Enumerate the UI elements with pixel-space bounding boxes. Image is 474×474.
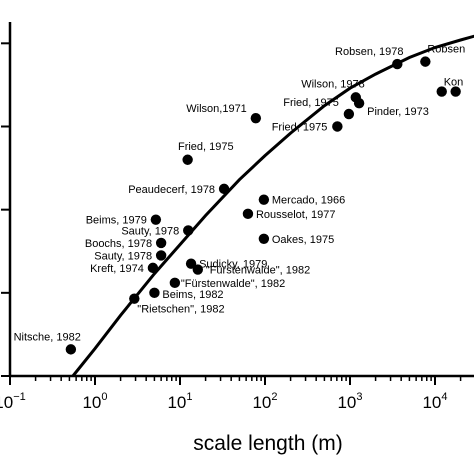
data-point-label: Rousselot, 1977 xyxy=(256,209,336,221)
fit-curve xyxy=(71,34,474,377)
data-point xyxy=(392,58,403,70)
data-point xyxy=(258,194,270,205)
data-point xyxy=(192,264,204,275)
data-point xyxy=(183,225,194,236)
x-tick-label: 10−1 xyxy=(0,391,26,412)
x-tick-label-base: 10 xyxy=(252,393,271,412)
data-point xyxy=(155,237,167,249)
data-point-label: Beims, 1979 xyxy=(86,215,147,227)
data-point xyxy=(150,214,162,225)
x-tick-label-exponent: 2 xyxy=(271,391,277,403)
x-tick-label: 102 xyxy=(252,391,277,412)
data-point xyxy=(332,121,343,132)
data-point-label: Pinder, 1973 xyxy=(367,106,429,118)
x-tick-label-exponent: 4 xyxy=(441,391,447,403)
data-point xyxy=(420,56,431,67)
data-point-label: Wilson,1971 xyxy=(186,103,247,115)
data-point-label: Robsen, 1978 xyxy=(335,46,404,58)
data-point-label: "Fürstenwalde", 1982 xyxy=(206,265,310,277)
x-tick-label: 100 xyxy=(82,391,107,412)
data-point-label: Mercado, 1966 xyxy=(272,195,345,207)
data-point xyxy=(353,98,365,109)
data-point xyxy=(147,262,159,274)
data-point xyxy=(450,86,461,97)
data-point xyxy=(155,250,167,261)
data-point xyxy=(65,344,77,355)
point-labels-layer: Nitsche, 1982 "Rietschen", 1982 Beims, 198… xyxy=(14,44,466,344)
data-point-label: Fried, 1975 xyxy=(178,141,234,153)
x-tick-label: 104 xyxy=(422,391,447,412)
data-point-label: Kreft, 1974 xyxy=(90,263,144,275)
data-point-label: Sauty, 1978 xyxy=(94,250,152,262)
data-point-label: Fried, 1975 xyxy=(283,97,339,109)
fit-curve-layer xyxy=(71,34,474,377)
x-axis-label: scale length (m) xyxy=(193,432,342,455)
data-point-label: Robsen xyxy=(427,44,465,56)
data-point-label: Kon xyxy=(444,77,464,89)
data-point xyxy=(218,183,230,195)
x-tick-label-exponent: 1 xyxy=(186,391,192,403)
x-tick-label-exponent: −1 xyxy=(13,391,26,403)
data-point-label: Peaudecerf, 1978 xyxy=(128,184,215,196)
x-tick-label: 101 xyxy=(167,391,192,412)
data-point-label: Oakes, 1975 xyxy=(272,234,334,246)
data-point-label: Fried, 1975 xyxy=(272,121,328,133)
x-tick-label: 103 xyxy=(337,391,362,412)
data-point xyxy=(169,277,181,289)
data-point xyxy=(182,154,193,165)
data-point-label: Wilson, 1978 xyxy=(301,78,365,90)
data-point xyxy=(250,112,262,124)
data-point-label: Beims, 1982 xyxy=(162,289,223,301)
points-layer xyxy=(65,56,461,355)
x-tick-label-exponent: 0 xyxy=(101,391,107,403)
data-point-label: Sudicky, 1979 xyxy=(199,259,267,271)
data-point-label: Boochs, 1978 xyxy=(85,238,152,250)
data-point-label: Nitsche, 1982 xyxy=(14,331,81,343)
data-point-label: "Fürstenwalde", 1982 xyxy=(181,278,285,290)
data-point xyxy=(436,86,447,97)
x-tick-label-exponent: 3 xyxy=(356,391,362,403)
data-point xyxy=(343,108,355,120)
data-point xyxy=(129,293,140,304)
x-tick-label-base: 10 xyxy=(0,393,13,412)
x-tick-label-base: 10 xyxy=(167,393,186,412)
x-tick-label-base: 10 xyxy=(337,393,356,412)
x-tick-label-base: 10 xyxy=(82,393,101,412)
data-point-label: Sauty, 1978 xyxy=(121,225,179,237)
data-point xyxy=(242,208,254,220)
x-tick-label-base: 10 xyxy=(422,393,441,412)
data-point xyxy=(185,258,197,269)
data-point-label: "Rietschen", 1982 xyxy=(137,304,224,316)
data-point xyxy=(149,287,160,299)
data-point xyxy=(258,233,270,244)
